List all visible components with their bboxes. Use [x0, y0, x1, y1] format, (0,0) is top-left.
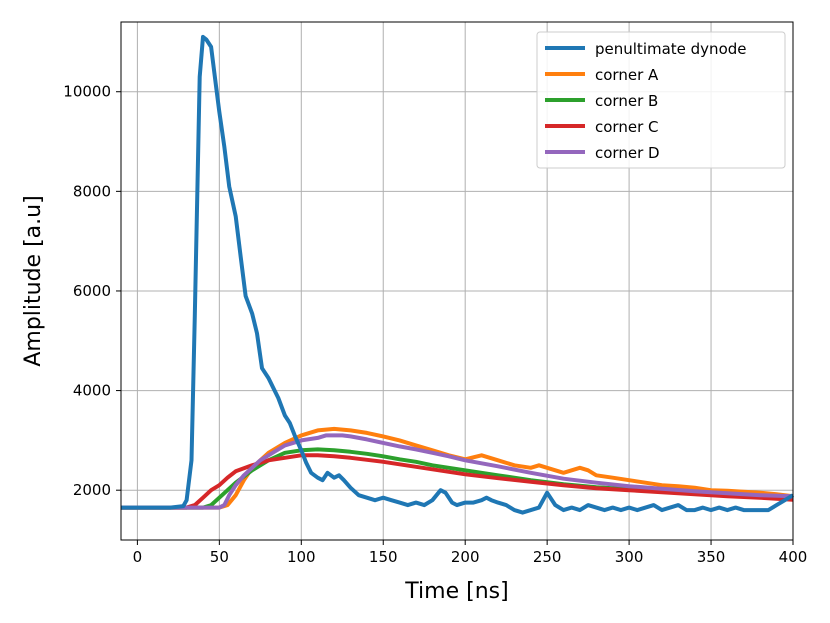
- y-tick-label: 10000: [63, 83, 111, 101]
- axis-ticks: 0 50 100 150 200 250 300 350 400 2000 4000 6000 8000…: [63, 83, 807, 566]
- legend: penultimate dynode corner A corner B corner…: [536, 31, 786, 169]
- plot-frame: [120, 21, 794, 541]
- x-tick-label: 300: [615, 548, 644, 566]
- y-tick-label: 8000: [73, 182, 111, 200]
- legend-item: corner D: [545, 144, 660, 162]
- y-tick-label: 4000: [73, 382, 111, 400]
- legend-item: corner A: [545, 66, 659, 84]
- legend-item: corner C: [545, 118, 658, 136]
- legend-box: [536, 31, 786, 169]
- y-axis-title: Amplitude [a.u]: [21, 195, 46, 366]
- x-tick-label: 100: [287, 548, 316, 566]
- x-tick-label: 0: [133, 548, 143, 566]
- legend-label: corner A: [595, 66, 659, 84]
- x-tick-label: 150: [369, 548, 398, 566]
- x-tick-label: 400: [779, 548, 808, 566]
- series-line-penultimate-dynode: [121, 34, 795, 515]
- x-tick-label: 350: [697, 548, 726, 566]
- series-group: [121, 34, 795, 515]
- x-tick-label: 200: [451, 548, 480, 566]
- y-tick-label: 2000: [73, 481, 111, 499]
- series-line-corner-c: [121, 453, 794, 510]
- legend-label: penultimate dynode: [595, 40, 747, 58]
- x-tick-label: 250: [533, 548, 562, 566]
- legend-item: corner B: [545, 92, 658, 110]
- x-axis-title: Time [ns]: [404, 579, 508, 604]
- legend-item: penultimate dynode: [545, 40, 747, 58]
- x-tick-label: 50: [210, 548, 229, 566]
- series-line-corner-d: [121, 433, 794, 510]
- legend-label: corner C: [595, 118, 658, 136]
- legend-label: corner D: [595, 144, 660, 162]
- legend-label: corner B: [595, 92, 658, 110]
- y-tick-label: 6000: [73, 282, 111, 300]
